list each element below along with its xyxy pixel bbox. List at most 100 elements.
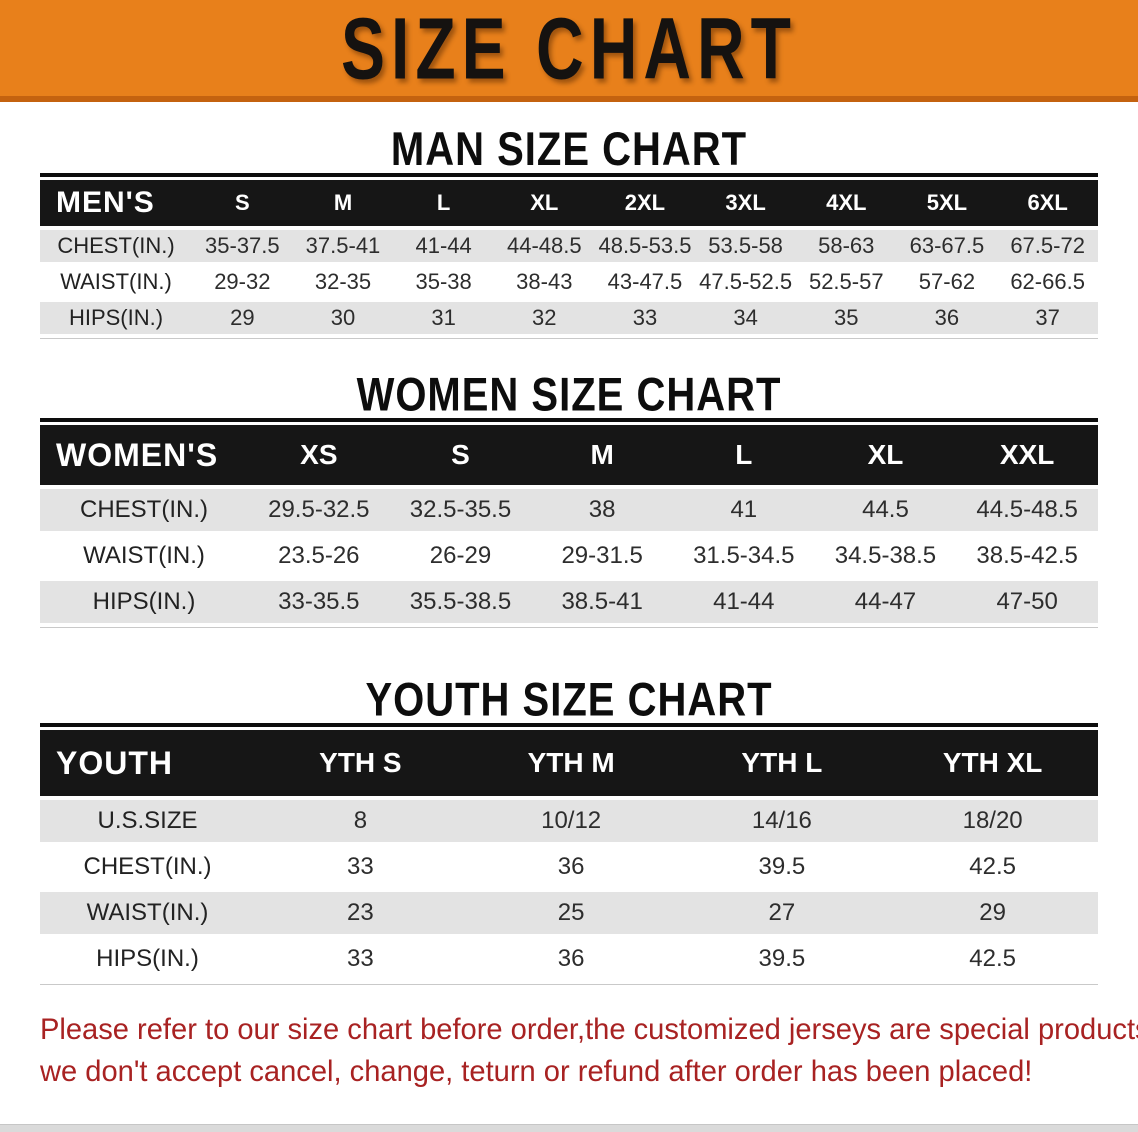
men-chest-row: CHEST(IN.) 35-37.5 37.5-41 41-44 44-48.5…: [40, 230, 1098, 266]
youth-chest-row: CHEST(IN.) 33 36 39.5 42.5: [40, 846, 1098, 892]
table-cell: 18/20: [887, 800, 1098, 846]
table-cell: 38.5-41: [531, 581, 673, 627]
table-cell: 43-47.5: [594, 266, 696, 302]
table-cell: 48.5-53.5: [594, 230, 696, 266]
table-cell: 37.5-41: [292, 230, 394, 266]
table-cell: 35-38: [393, 266, 494, 302]
table-cell: 58-63: [795, 230, 897, 266]
youth-header-row: YOUTH YTH S YTH M YTH L YTH XL: [40, 727, 1098, 800]
table-cell: 34: [695, 302, 796, 338]
table-cell: 10/12: [465, 800, 677, 846]
table-cell: 35-37.5: [192, 230, 293, 266]
table-cell: 36: [465, 846, 677, 892]
table-cell: 30: [292, 302, 394, 338]
table-cell: 33-35.5: [248, 581, 390, 627]
table-cell: 41-44: [672, 581, 815, 627]
men-size-col: L: [393, 177, 494, 230]
table-cell: 44-48.5: [493, 230, 595, 266]
youth-ussize-row: U.S.SIZE 8 10/12 14/16 18/20: [40, 800, 1098, 846]
youth-heading-text: YOUTH SIZE CHART: [365, 673, 773, 726]
table-cell: 23: [255, 892, 466, 938]
youth-size-col: YTH XL: [887, 727, 1098, 800]
men-header-row: MEN'S S M L XL 2XL 3XL 4XL 5XL 6XL: [40, 177, 1098, 230]
table-cell: 44-47: [814, 581, 957, 627]
men-size-col: XL: [493, 177, 595, 230]
table-cell: 38-43: [493, 266, 595, 302]
table-cell: 29.5-32.5: [248, 489, 390, 535]
table-cell: 63-67.5: [896, 230, 998, 266]
men-size-table: MEN'S S M L XL 2XL 3XL 4XL 5XL 6XL CHEST…: [40, 173, 1098, 339]
row-label: HIPS(IN.): [40, 581, 248, 627]
women-header-row: WOMEN'S XS S M L XL XXL: [40, 422, 1098, 489]
table-cell: 25: [465, 892, 677, 938]
table-cell: 35: [795, 302, 897, 338]
women-waist-row: WAIST(IN.) 23.5-26 26-29 29-31.5 31.5-34…: [40, 535, 1098, 581]
table-cell: 41-44: [393, 230, 494, 266]
youth-waist-row: WAIST(IN.) 23 25 27 29: [40, 892, 1098, 938]
table-cell: 34.5-38.5: [814, 535, 957, 581]
row-label: U.S.SIZE: [40, 800, 255, 846]
table-cell: 33: [255, 938, 466, 984]
table-cell: 39.5: [676, 938, 888, 984]
table-cell: 38: [531, 489, 673, 535]
women-chest-row: CHEST(IN.) 29.5-32.5 32.5-35.5 38 41 44.…: [40, 489, 1098, 535]
men-section-heading: MAN SIZE CHART: [0, 124, 1138, 176]
table-cell: 31: [393, 302, 494, 338]
table-cell: 47-50: [956, 581, 1098, 627]
bottom-divider: [0, 1124, 1138, 1132]
men-size-col: 5XL: [896, 177, 998, 230]
table-cell: 29: [192, 302, 293, 338]
row-label: WAIST(IN.): [40, 892, 255, 938]
table-cell: 8: [255, 800, 466, 846]
page-title: SIZE CHART: [341, 0, 797, 97]
table-cell: 41: [672, 489, 815, 535]
table-cell: 33: [594, 302, 696, 338]
table-cell: 44.5: [814, 489, 957, 535]
women-size-col: XXL: [956, 422, 1098, 489]
table-cell: 26-29: [389, 535, 532, 581]
women-hips-row: HIPS(IN.) 33-35.5 35.5-38.5 38.5-41 41-4…: [40, 581, 1098, 627]
table-cell: 23.5-26: [248, 535, 390, 581]
table-cell: 33: [255, 846, 466, 892]
youth-section-heading: YOUTH SIZE CHART: [0, 674, 1138, 726]
table-cell: 14/16: [676, 800, 888, 846]
women-size-col: XS: [248, 422, 390, 489]
table-cell: 42.5: [887, 846, 1098, 892]
table-cell: 36: [465, 938, 677, 984]
table-cell: 44.5-48.5: [956, 489, 1098, 535]
men-size-col: 3XL: [695, 177, 796, 230]
table-cell: 62-66.5: [997, 266, 1098, 302]
men-size-col: M: [292, 177, 394, 230]
men-heading-text: MAN SIZE CHART: [390, 123, 748, 176]
row-label: WAIST(IN.): [40, 535, 248, 581]
youth-size-col: YTH M: [465, 727, 677, 800]
table-cell: 47.5-52.5: [695, 266, 796, 302]
table-cell: 31.5-34.5: [672, 535, 815, 581]
youth-size-col: YTH S: [255, 727, 466, 800]
row-label: WAIST(IN.): [40, 266, 192, 302]
row-label: HIPS(IN.): [40, 302, 192, 338]
row-label: CHEST(IN.): [40, 846, 255, 892]
banner: SIZE CHART: [0, 0, 1138, 102]
men-size-col: 2XL: [594, 177, 696, 230]
women-corner-label: WOMEN'S: [40, 422, 248, 489]
table-cell: 39.5: [676, 846, 888, 892]
table-cell: 32.5-35.5: [389, 489, 532, 535]
table-cell: 53.5-58: [695, 230, 796, 266]
women-size-col: XL: [814, 422, 957, 489]
table-cell: 57-62: [896, 266, 998, 302]
table-cell: 52.5-57: [795, 266, 897, 302]
row-label: CHEST(IN.): [40, 230, 192, 266]
men-hips-row: HIPS(IN.) 29 30 31 32 33 34 35 36 37: [40, 302, 1098, 338]
table-cell: 38.5-42.5: [956, 535, 1098, 581]
row-label: HIPS(IN.): [40, 938, 255, 984]
youth-size-table: YOUTH YTH S YTH M YTH L YTH XL U.S.SIZE …: [40, 723, 1098, 985]
youth-corner-label: YOUTH: [40, 727, 255, 800]
women-heading-text: WOMEN SIZE CHART: [356, 368, 782, 421]
women-section-heading: WOMEN SIZE CHART: [0, 369, 1138, 421]
men-corner-label: MEN'S: [40, 177, 192, 230]
men-size-col: 6XL: [997, 177, 1098, 230]
women-size-table: WOMEN'S XS S M L XL XXL CHEST(IN.) 29.5-…: [40, 418, 1098, 628]
table-cell: 32: [493, 302, 595, 338]
table-cell: 42.5: [887, 938, 1098, 984]
